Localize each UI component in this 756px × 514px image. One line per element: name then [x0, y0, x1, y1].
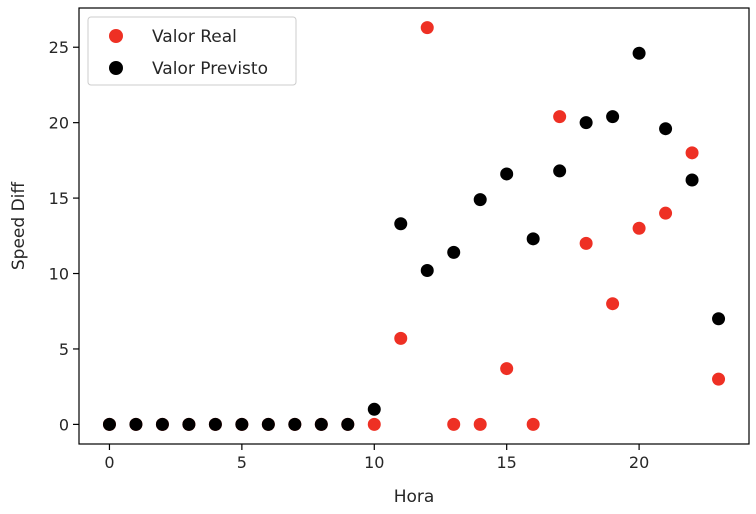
y-tick-label: 5	[59, 340, 69, 359]
data-point-valor-previsto	[129, 417, 143, 431]
x-tick-label: 10	[364, 453, 384, 472]
data-point-valor-previsto	[579, 116, 593, 130]
y-tick-label: 10	[49, 265, 69, 284]
x-axis-ticks: 0 5 10 15 20	[104, 444, 649, 472]
data-point-valor-previsto	[606, 110, 620, 124]
data-point-valor-previsto	[102, 417, 116, 431]
legend-box	[87, 16, 297, 86]
y-tick-label: 25	[49, 38, 69, 57]
x-tick-label: 20	[629, 453, 649, 472]
data-point-valor-real	[659, 206, 673, 220]
legend-label-valor-real: Valor Real	[152, 27, 237, 47]
data-point-valor-previsto	[288, 417, 302, 431]
x-tick-label: 15	[497, 453, 517, 472]
data-point-valor-previsto	[314, 417, 328, 431]
data-point-valor-previsto	[685, 173, 699, 187]
data-point-valor-real	[685, 146, 699, 160]
data-point-valor-previsto	[261, 417, 275, 431]
data-point-valor-previsto	[632, 46, 646, 60]
data-point-valor-real	[712, 372, 726, 386]
data-point-valor-real	[500, 362, 514, 376]
data-point-valor-previsto	[155, 417, 169, 431]
data-point-valor-previsto	[341, 417, 355, 431]
legend-marker-valor-previsto	[109, 61, 123, 75]
legend-marker-valor-real	[109, 29, 123, 43]
y-tick-label: 20	[49, 114, 69, 133]
x-tick-label: 0	[104, 453, 114, 472]
legend-label-valor-previsto: Valor Previsto	[152, 59, 268, 79]
data-point-valor-real	[606, 297, 620, 311]
data-point-valor-previsto	[712, 312, 726, 326]
data-point-valor-previsto	[235, 417, 249, 431]
data-point-valor-real	[420, 21, 434, 35]
legend: Valor Real Valor Previsto	[87, 16, 297, 86]
data-point-valor-real	[447, 417, 461, 431]
y-axis-ticks: 0 5 10 15 20 25	[49, 38, 79, 434]
y-tick-label: 0	[59, 415, 69, 434]
data-point-valor-previsto	[659, 122, 673, 136]
data-point-valor-previsto	[473, 193, 487, 207]
data-point-valor-previsto	[553, 164, 567, 178]
data-point-valor-previsto	[500, 167, 514, 181]
data-point-valor-real	[632, 221, 646, 235]
data-point-valor-real	[553, 110, 567, 124]
x-axis-label: Hora	[394, 487, 435, 507]
data-point-valor-real	[367, 417, 381, 431]
x-tick-label: 5	[237, 453, 247, 472]
data-point-valor-previsto	[394, 217, 408, 231]
y-axis-label: Speed Diff	[9, 181, 29, 271]
data-point-valor-real	[526, 417, 540, 431]
data-point-valor-previsto	[420, 264, 434, 278]
y-tick-label: 15	[49, 189, 69, 208]
data-point-valor-previsto	[208, 417, 222, 431]
data-point-valor-real	[579, 236, 593, 250]
data-point-valor-real	[473, 417, 487, 431]
data-point-valor-previsto	[182, 417, 196, 431]
data-points	[102, 21, 726, 431]
data-point-valor-previsto	[367, 402, 381, 416]
data-point-valor-previsto	[526, 232, 540, 246]
data-point-valor-previsto	[447, 245, 461, 259]
data-point-valor-real	[394, 331, 408, 345]
